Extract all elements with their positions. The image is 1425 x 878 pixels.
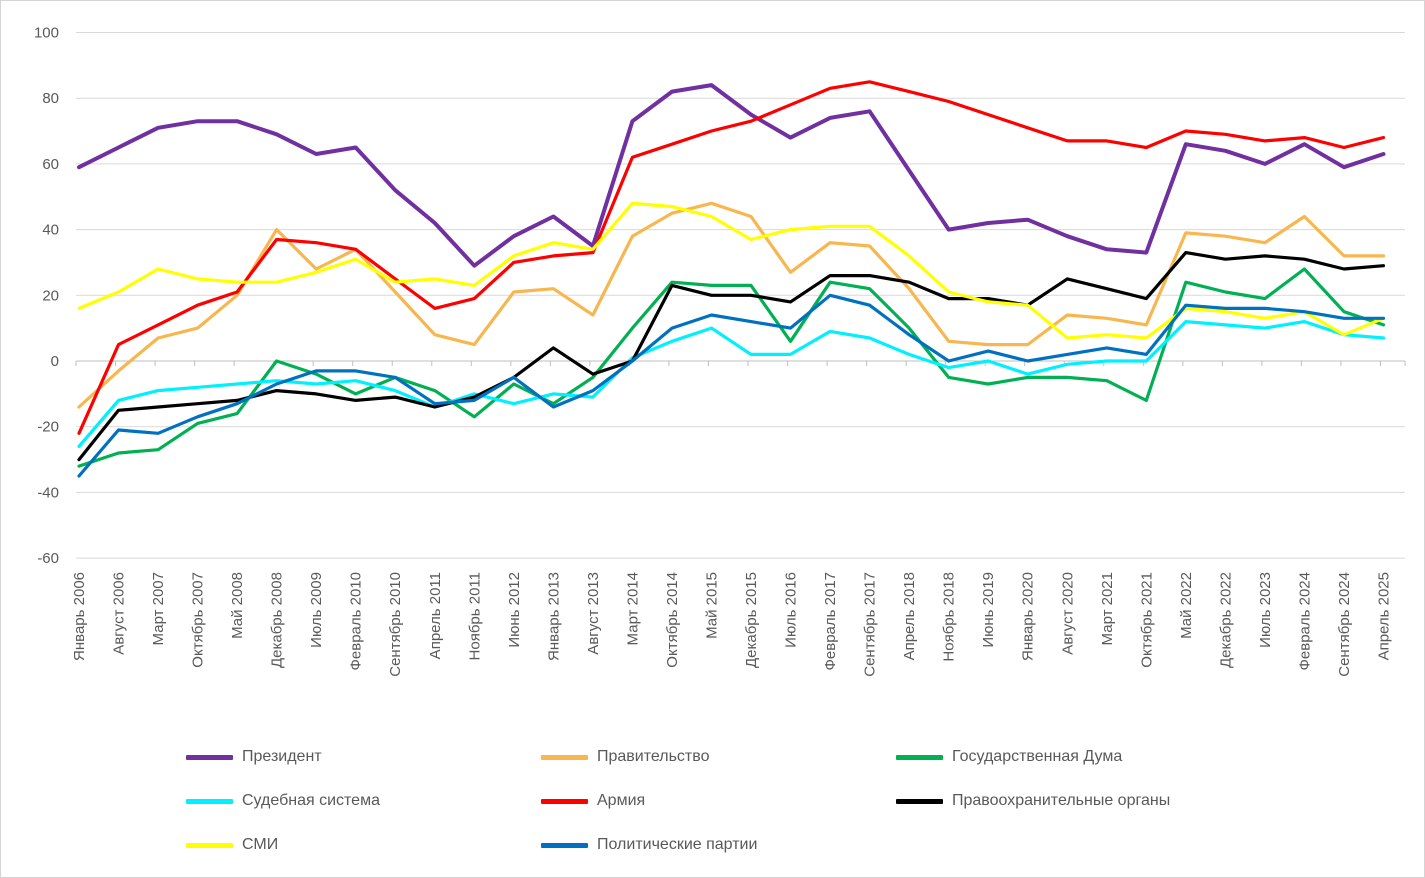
x-axis-tick-label: Декабрь 2015 <box>743 572 760 668</box>
x-axis-tick-label: Сентябрь 2024 <box>1336 572 1353 677</box>
x-axis-tick-label: Февраль 2010 <box>348 572 365 671</box>
x-axis-tick-label: Август 2006 <box>111 572 128 655</box>
x-axis-tick-label: Май 2022 <box>1178 572 1195 639</box>
duma-series-line <box>77 267 1386 468</box>
x-axis-tick-label: Ноябрь 2011 <box>466 572 483 660</box>
x-axis-tick-label: Август 2020 <box>1059 572 1076 655</box>
x-axis-tick-label: Сентябрь 2017 <box>862 572 879 677</box>
x-axis-tick-label: Март 2014 <box>624 572 641 645</box>
x-axis-tick-label: Февраль 2017 <box>822 572 839 671</box>
x-axis-tick-label: Ноябрь 2018 <box>941 572 958 662</box>
y-axis-tick-label: 40 <box>42 222 59 239</box>
y-axis-tick-label: 60 <box>42 156 59 173</box>
x-axis-tick-label: Апрель 2011 <box>427 572 444 659</box>
y-axis-tick-label: 100 <box>34 25 59 42</box>
x-axis-tick-label: Декабрь 2008 <box>269 572 286 668</box>
y-axis-tick-label: 20 <box>42 287 59 304</box>
parties-series-line <box>77 293 1386 478</box>
y-axis-tick-label: -20 <box>37 419 59 436</box>
x-axis-tick-label: Июль 2016 <box>783 572 800 648</box>
y-axis-tick-label: -40 <box>37 484 59 501</box>
x-axis-tick-label: Март 2007 <box>150 572 167 645</box>
x-axis-tick-label: Август 2013 <box>585 572 602 655</box>
media-series-line <box>77 201 1386 340</box>
x-axis-tick-label: Февраль 2024 <box>1296 572 1313 671</box>
x-axis-tick-label: Июнь 2019 <box>980 572 997 648</box>
x-axis-tick-label: Октябрь 2021 <box>1138 572 1155 668</box>
x-axis-tick-label: Май 2008 <box>229 572 246 639</box>
government-series-line <box>77 201 1386 409</box>
x-axis-tick-label: Апрель 2025 <box>1375 572 1392 660</box>
y-axis-tick-label: 80 <box>42 90 59 107</box>
y-axis-tick-label: 0 <box>51 353 59 370</box>
x-axis-tick-label: Октябрь 2014 <box>664 572 681 668</box>
x-axis-tick-label: Март 2021 <box>1099 572 1116 645</box>
police-series-line <box>77 251 1386 462</box>
x-axis-tick-label: Декабрь 2022 <box>1217 572 1234 668</box>
x-axis-tick-label: Январь 2013 <box>545 572 562 661</box>
x-axis-tick-label: Июль 2009 <box>308 572 325 648</box>
x-axis-tick-label: Июнь 2012 <box>506 572 523 648</box>
army-series-line <box>77 80 1386 435</box>
x-axis-tick-label: Январь 2006 <box>71 572 88 661</box>
x-axis-tick-label: Октябрь 2007 <box>190 572 207 668</box>
x-axis-tick-label: Январь 2020 <box>1020 572 1037 661</box>
x-axis-tick-label: Апрель 2018 <box>901 572 918 660</box>
x-axis-tick-label: Июль 2023 <box>1257 572 1274 648</box>
courts-series-line <box>77 320 1386 448</box>
x-axis-tick-label: Май 2015 <box>703 572 720 639</box>
president-series-line <box>77 83 1386 268</box>
y-axis-tick-label: -60 <box>37 550 59 567</box>
x-axis-tick-label: Сентябрь 2010 <box>387 572 404 677</box>
